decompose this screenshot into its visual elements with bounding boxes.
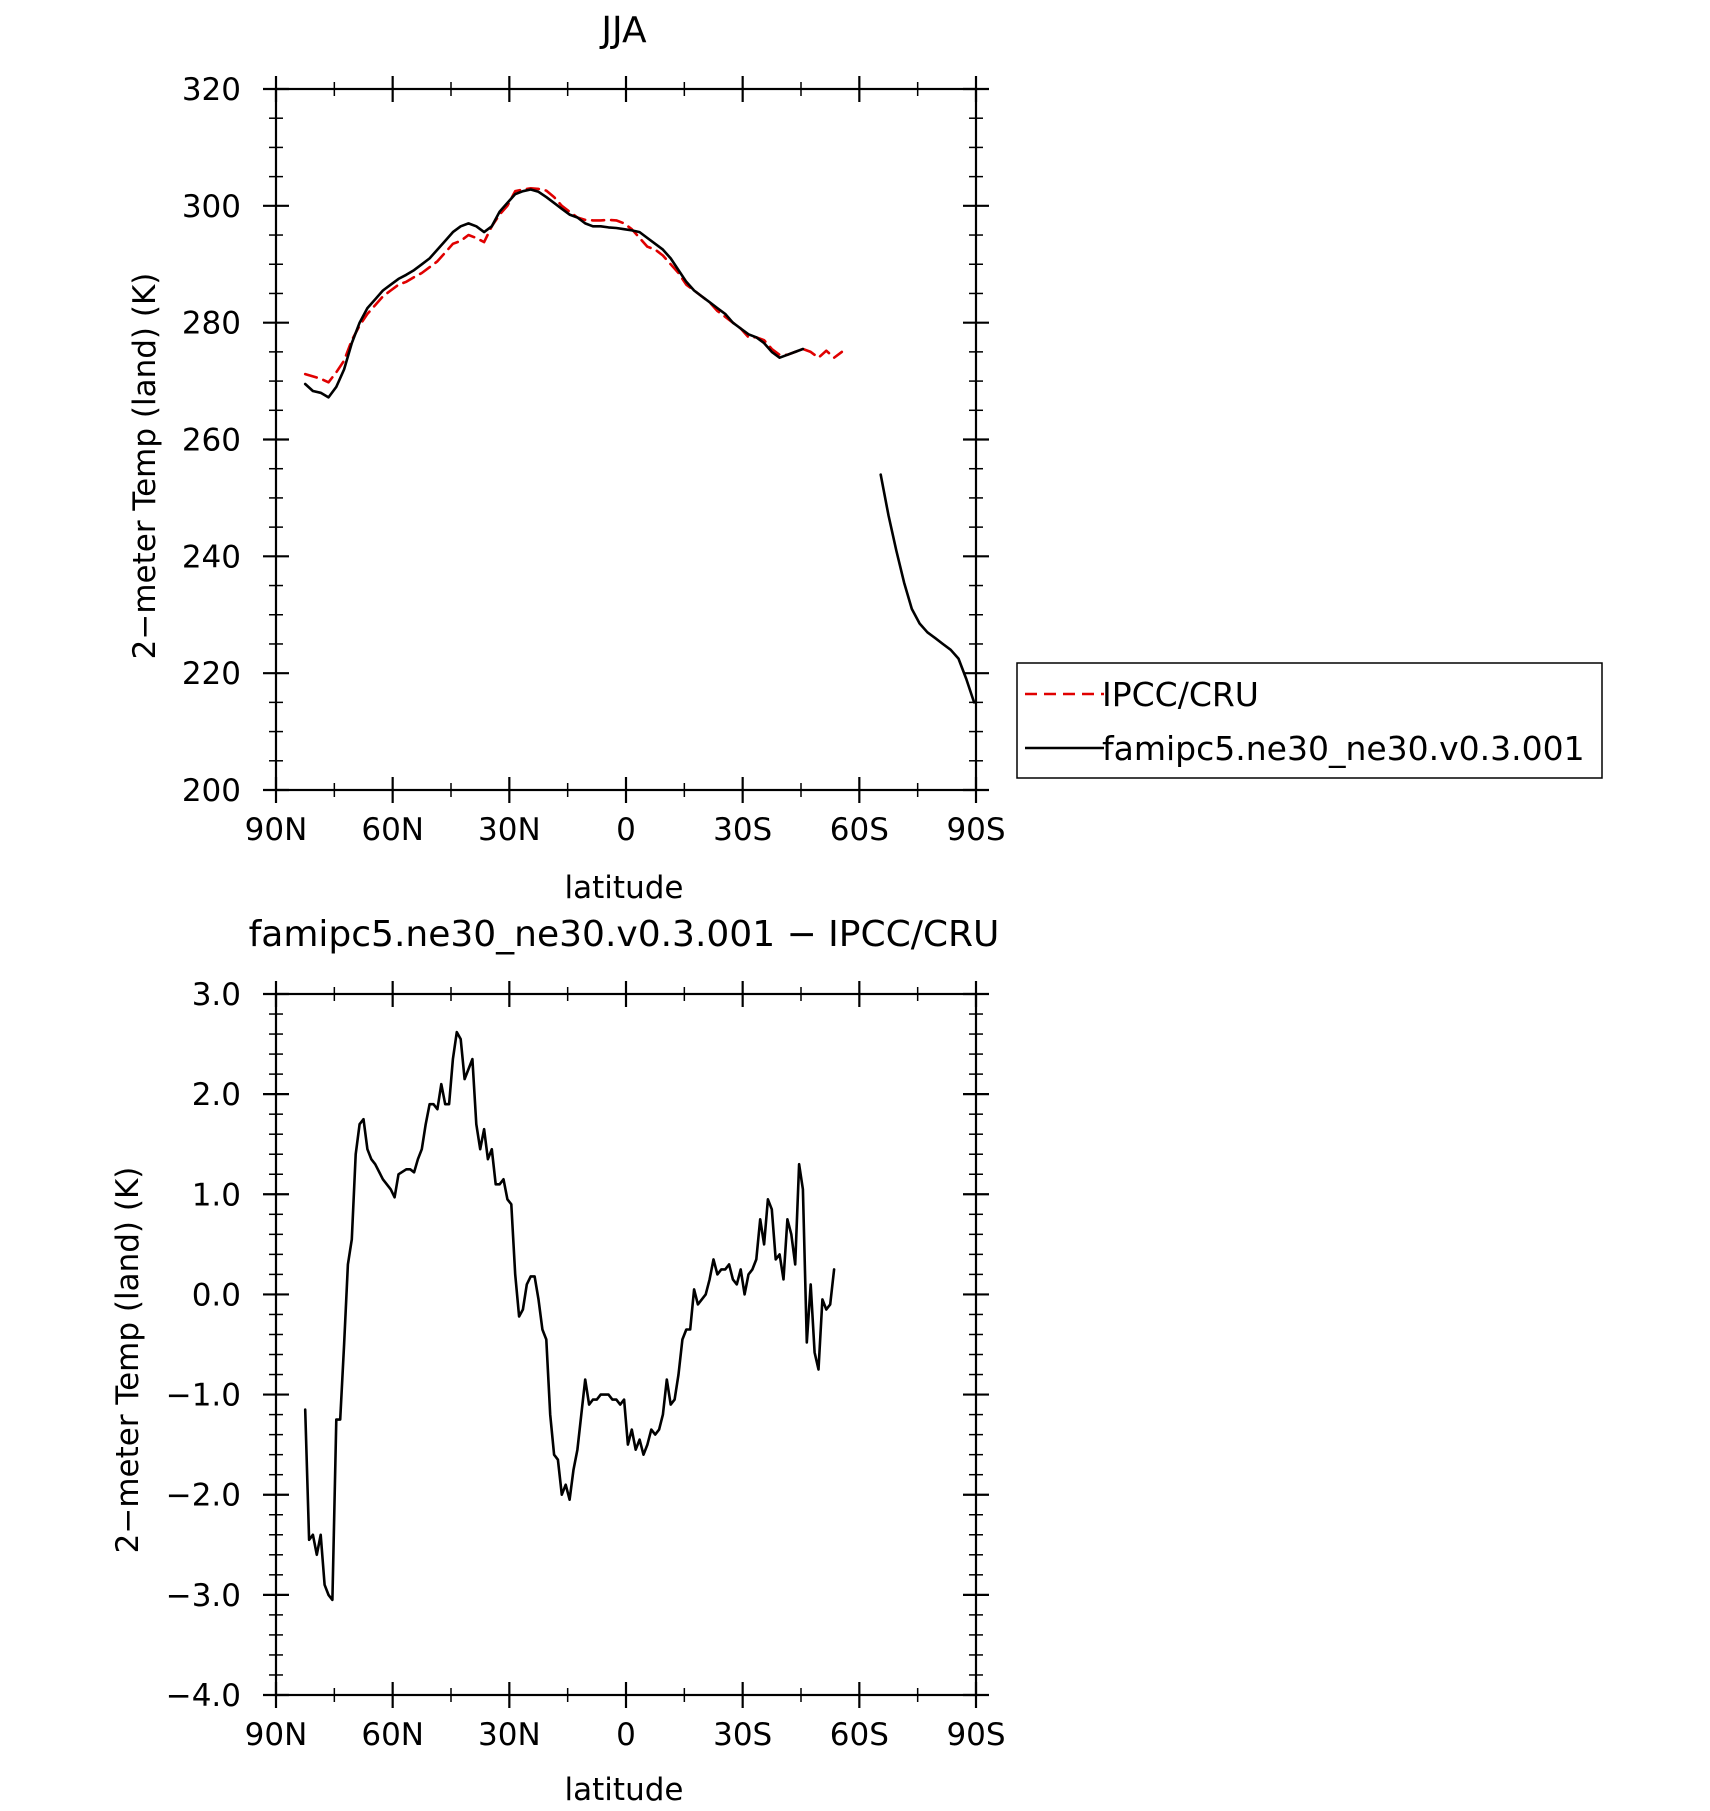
plot-area: 90N 60N 30N 0 30S 60S 90S −4.0 −3.0 −2.0 −1.0 0.0 1.… — [166, 977, 1006, 1753]
chart-title: JJA — [599, 10, 647, 51]
y-tick-label: 240 — [182, 539, 241, 575]
x-tick-label: 30S — [713, 812, 772, 848]
y-tick-label: 0.0 — [192, 1277, 241, 1313]
x-tick-label: 90N — [245, 1717, 308, 1753]
y-tick-label: 260 — [182, 423, 241, 459]
series-line-ipcc-cru — [303, 187, 844, 384]
x-axis-label: latitude — [565, 870, 684, 906]
x-tick-label: 0 — [616, 1717, 636, 1753]
y-tick-label: 300 — [182, 189, 241, 225]
x-tick-label: 60S — [830, 1717, 889, 1753]
y-tick-label: 200 — [182, 773, 241, 809]
plot-frame — [274, 992, 978, 1697]
y-tick-label: 2.0 — [192, 1077, 241, 1113]
y-tick-label: −3.0 — [166, 1578, 241, 1614]
y-tick-label: 320 — [182, 72, 241, 108]
y-axis-label: 2−meter Temp (land) (K) — [110, 1167, 146, 1554]
y-tick-label: 3.0 — [192, 977, 241, 1013]
legend-box — [1016, 662, 1603, 779]
legend-label-ipcc-cru: IPCC/CRU — [1102, 675, 1259, 714]
plot-frame — [274, 87, 978, 792]
y-tick-label: 280 — [182, 306, 241, 342]
x-tick-label: 90N — [245, 812, 308, 848]
y-tick-label: 1.0 — [192, 1177, 241, 1213]
legend-label-famipc5: famipc5.ne30_ne30.v0.3.001 — [1102, 729, 1585, 768]
series-line-famipc5-ne30-ne30-v0-3-001 — [303, 188, 976, 704]
y-tick-label: −4.0 — [166, 1678, 241, 1714]
y-tick-label: −1.0 — [166, 1378, 241, 1414]
x-tick-label: 30N — [478, 812, 541, 848]
x-axis-label: latitude — [565, 1772, 684, 1808]
chart-bottom-difference: famipc5.ne30_ne30.v0.3.001 − IPCC/CRU 90… — [110, 914, 1006, 1808]
x-tick-label: 30S — [713, 1717, 772, 1753]
x-tick-label: 60N — [361, 1717, 424, 1753]
y-tick-label: −2.0 — [166, 1478, 241, 1514]
legend: IPCC/CRU famipc5.ne30_ne30.v0.3.001 — [1016, 662, 1603, 779]
y-axis-label: 2−meter Temp (land) (K) — [127, 273, 163, 660]
x-tick-label: 60S — [830, 812, 889, 848]
plot-area: 90N 60N 30N 0 30S 60S 90S 200 220 240 260 280 300 320 — [182, 72, 1006, 848]
chart-top-jja: JJA 90N 60N 30N 0 30S 60S 90S 200 220 240 260 280 30… — [127, 10, 1603, 906]
x-tick-label: 90S — [946, 1717, 1005, 1753]
chart-title: famipc5.ne30_ne30.v0.3.001 − IPCC/CRU — [249, 914, 1000, 955]
x-tick-label: 90S — [946, 812, 1005, 848]
y-tick-label: 220 — [182, 656, 241, 692]
series-line-series-0 — [303, 1030, 836, 1602]
x-tick-label: 0 — [616, 812, 636, 848]
x-tick-label: 30N — [478, 1717, 541, 1753]
x-tick-label: 60N — [361, 812, 424, 848]
